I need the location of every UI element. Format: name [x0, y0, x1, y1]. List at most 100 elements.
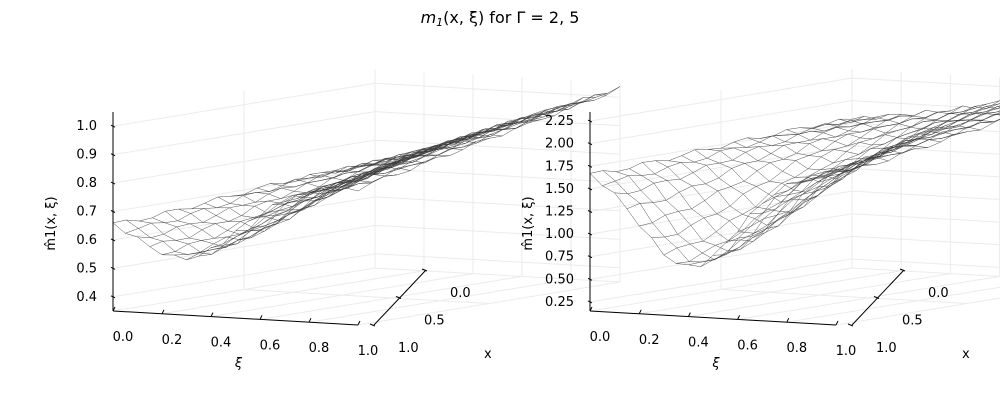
x-tick-label: 0.5	[424, 314, 445, 329]
xi-axis-line	[112, 310, 359, 326]
xi-tick-label: 1.0	[836, 344, 857, 359]
wire-line-xi	[835, 119, 1000, 180]
z-axis-label: m̂1(x, ξ)	[44, 196, 59, 250]
z-tick-mark	[110, 153, 116, 157]
z-tick-mark	[587, 232, 593, 236]
wire-line-xi	[333, 97, 596, 192]
z-tick-mark	[587, 142, 593, 146]
z-tick-label: 1.25	[545, 205, 574, 220]
z-tick-label: 2.00	[545, 137, 574, 152]
z-tick-mark	[587, 187, 593, 191]
back-wall-gridline	[851, 77, 1000, 87]
z-tick-label: 0.5	[76, 261, 97, 276]
x-tick-mark	[899, 268, 906, 272]
z-axis-label: m̂1(x, ξ)	[521, 196, 536, 250]
wire-line-xi	[296, 107, 559, 199]
xi-tick-mark	[638, 309, 642, 315]
z-tick-mark	[110, 210, 116, 213]
xi-tick-mark	[589, 306, 593, 312]
wire-line-x	[230, 141, 476, 207]
pane-grid	[112, 69, 621, 326]
xi-tick-label: 0.8	[309, 341, 330, 356]
x-tick-mark	[369, 323, 376, 327]
wire-line-xi	[308, 105, 572, 193]
xi-tick-mark	[210, 312, 214, 317]
back-wall-gridline	[374, 139, 621, 155]
wire-line-xi	[149, 151, 412, 247]
wire-line-xi	[259, 117, 523, 217]
z-tick-mark	[587, 119, 593, 123]
wire-line-xi	[639, 113, 902, 227]
xi-tick-mark	[308, 317, 312, 323]
xi-tick-label: 0.8	[786, 341, 807, 356]
back-wall-gridline	[851, 213, 1000, 223]
z-tick-label: 0.6	[76, 233, 97, 248]
z-tick-label: 0.50	[545, 272, 574, 287]
z-tick-mark	[587, 300, 593, 304]
wire-line-xi	[774, 105, 1000, 195]
xi-tick-label: 0.6	[737, 338, 758, 353]
title-m: m	[420, 8, 437, 27]
back-wall-gridline	[374, 253, 621, 269]
wire-line-x	[616, 165, 863, 261]
wire-line-xi	[284, 109, 547, 202]
xi-tick-label: 0.4	[211, 336, 232, 351]
wire-line-xi	[614, 118, 877, 195]
back-wall-gridline	[851, 100, 1000, 110]
back-wall-gridline	[851, 122, 1000, 133]
x-axis-line	[373, 269, 427, 326]
wire-line-xi	[357, 86, 621, 192]
wire-line-xi	[112, 163, 375, 224]
x-axis-label: x	[484, 347, 492, 362]
z-tick-label: 0.7	[76, 205, 97, 220]
wire-line-xi	[688, 110, 951, 266]
x-tick-mark	[847, 323, 854, 327]
wire-line-xi	[725, 103, 988, 244]
title-subscript: 1	[436, 16, 444, 29]
x-tick-label: 0.0	[928, 286, 949, 301]
x-axis-line	[851, 269, 905, 326]
wire-line-xi	[321, 97, 584, 195]
z-tick-mark	[110, 266, 116, 270]
wire-line-xi	[823, 118, 1000, 176]
x-tick-label: 0.0	[450, 286, 471, 301]
xi-tick-label: 0.0	[590, 330, 611, 345]
wire-line-x	[243, 138, 490, 199]
back-wall-gridline	[374, 111, 621, 127]
wire-line-xi	[651, 115, 914, 238]
z-tick-label: 0.8	[76, 176, 97, 191]
wire-line-xi	[223, 128, 486, 244]
z-tick-label: 0.25	[545, 295, 574, 310]
z-tick-mark	[587, 164, 593, 168]
wire-line-xi	[174, 148, 437, 256]
xi-tick-mark	[687, 312, 691, 317]
xi-tick-mark	[259, 315, 263, 320]
floor-gridline-x	[374, 267, 621, 283]
wire-line-x	[165, 167, 411, 240]
z-tick-label: 1.75	[545, 159, 574, 174]
xi-axis-line	[589, 310, 837, 326]
xi-tick-label: 0.0	[113, 330, 134, 345]
z-tick-label: 1.00	[545, 227, 574, 242]
x-tick-label: 1.0	[876, 341, 897, 356]
xi-tick-mark	[112, 306, 116, 312]
wire-line-xi	[247, 122, 510, 222]
xi-tick-mark	[835, 320, 839, 326]
wire-line-xi	[626, 114, 889, 210]
xi-tick-label: 0.6	[260, 338, 281, 353]
figure-title: m1(x, ξ) for Γ = 2, 5	[0, 8, 1000, 29]
wire-line-xi	[798, 111, 1000, 184]
z-tick-label: 1.50	[545, 182, 574, 197]
wire-line-xi	[125, 158, 388, 234]
wire-line-xi	[602, 115, 865, 186]
wire-line-xi	[272, 117, 535, 205]
wire-line-xi	[737, 100, 1000, 233]
surface-panel-gamma-5: 0.0 0.2 0.4 0.6 0.8 1.0 ξ 0.25 0.50 0.75 1.00 1.25 1…	[521, 69, 1000, 371]
back-wall-gridline	[851, 190, 1000, 201]
floor-gridline-x	[851, 267, 1000, 277]
surface-wireframe	[589, 100, 1000, 267]
z-tick-label: 1.0	[76, 119, 97, 134]
x-tick-mark	[421, 268, 428, 272]
z-tick-mark	[587, 210, 593, 213]
